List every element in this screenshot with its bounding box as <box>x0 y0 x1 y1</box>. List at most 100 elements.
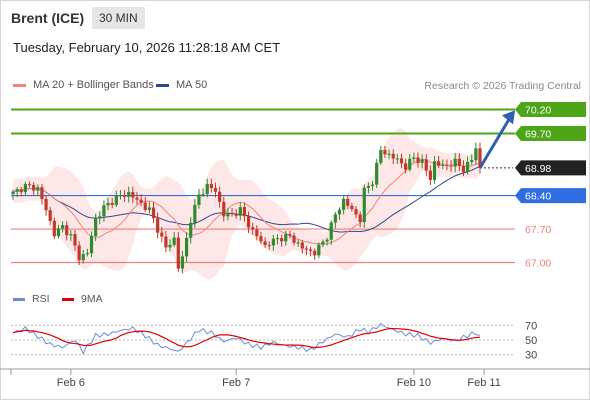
candle-body <box>89 235 94 254</box>
candle-body <box>44 198 48 211</box>
legend-ma20-swatch <box>13 83 26 87</box>
candle-body <box>346 198 350 206</box>
candle-body <box>69 234 73 236</box>
candle-body <box>412 157 416 159</box>
candle-body <box>383 150 387 155</box>
level-label-67-00: 67.00 <box>525 257 551 269</box>
candle-body <box>131 192 135 198</box>
candle-body <box>391 153 395 159</box>
candle-body <box>370 184 375 186</box>
level-tag-68-40 <box>515 188 586 204</box>
candles <box>11 142 482 274</box>
legend-ma20: MA 20 + Bollinger Bands <box>13 79 154 91</box>
candle-body <box>94 218 98 236</box>
legend-rsi: RSI <box>13 293 50 305</box>
candle-body <box>424 159 428 171</box>
rsi-9ma-line <box>12 327 481 349</box>
candle-body <box>366 185 371 188</box>
legend-9ma-label: 9MA <box>81 293 103 305</box>
candle-body <box>470 160 474 163</box>
candle-body <box>263 241 267 246</box>
candle-body <box>77 245 81 261</box>
ma50-line <box>12 166 481 233</box>
level-label-68-40: 68.40 <box>525 191 551 203</box>
candle-body <box>354 209 358 215</box>
candle-body <box>453 158 457 167</box>
legend-9ma-swatch <box>62 297 74 301</box>
candle-body <box>193 204 197 223</box>
candle-body <box>110 202 114 205</box>
legend-9ma: 9MA <box>62 293 103 305</box>
candle-body <box>213 188 218 192</box>
candle-body <box>189 222 193 238</box>
interval-badge[interactable]: 30 MIN <box>92 7 145 29</box>
projection-arrow-shaft <box>478 118 511 169</box>
candle-body <box>342 198 346 210</box>
candle-body <box>147 207 151 210</box>
candle-body <box>387 153 391 155</box>
level-tag-68-98 <box>515 160 586 176</box>
candle-body <box>350 205 354 210</box>
candle-body <box>280 238 284 242</box>
candle-body <box>358 214 362 223</box>
candle-body <box>209 184 213 189</box>
candle-body <box>242 207 247 217</box>
candle-body <box>73 234 77 246</box>
candle-body <box>52 220 56 237</box>
rsi-level-label-50: 50 <box>525 335 537 347</box>
candle-body <box>32 185 36 191</box>
candle-body <box>118 195 123 197</box>
candle-body <box>205 184 209 195</box>
candle-body <box>474 148 478 161</box>
candle-body <box>172 237 176 245</box>
level-label-67-70: 67.70 <box>525 224 551 236</box>
candle-body <box>230 212 234 215</box>
candle-body <box>238 207 242 216</box>
candle-body <box>317 244 321 256</box>
candle-body <box>122 195 127 197</box>
x-tick-label: Feb 7 <box>222 377 250 389</box>
candle-body <box>226 212 230 217</box>
candle-body <box>284 234 288 242</box>
level-label-70-20: 70.20 <box>525 105 551 117</box>
candle-body <box>156 218 160 233</box>
candle-body <box>255 229 259 237</box>
candle-body <box>60 225 65 229</box>
candle-body <box>106 202 110 206</box>
candle-body <box>143 202 147 210</box>
chart-header: Brent (ICE) 30 MIN <box>0 0 590 36</box>
candle-body <box>180 256 185 269</box>
copyright: Research © 2026 Trading Central <box>424 80 581 92</box>
level-label-68-98: 68.98 <box>525 163 551 175</box>
candle-body <box>321 241 325 245</box>
candle-body <box>135 197 139 200</box>
candle-body <box>333 214 337 223</box>
candle-body <box>176 237 180 269</box>
candle-body <box>164 236 168 248</box>
candle-body <box>296 242 300 244</box>
candle-body <box>267 245 271 247</box>
candle-body <box>375 162 379 185</box>
candle-body <box>222 201 226 217</box>
candle-body <box>288 234 292 236</box>
legend-rsi-swatch <box>13 297 25 301</box>
candle-body <box>428 170 433 180</box>
candle-body <box>275 238 280 240</box>
candle-body <box>56 228 61 237</box>
x-tick-label: Feb 6 <box>57 377 85 389</box>
legend-ma50-swatch <box>156 83 169 87</box>
candle-body <box>313 250 317 256</box>
legend-ma50-label: MA 50 <box>176 79 208 91</box>
candle-body <box>65 225 69 236</box>
candle-body <box>160 232 164 237</box>
candle-body <box>246 216 251 228</box>
candle-body <box>168 244 172 248</box>
legend-rsi-label: RSI <box>32 293 50 305</box>
candle-body <box>19 189 23 193</box>
level-label-69-70: 69.70 <box>525 128 551 140</box>
candle-body <box>461 165 466 173</box>
candle-body <box>466 162 470 173</box>
candle-body <box>81 254 85 261</box>
candle-body <box>40 187 44 199</box>
